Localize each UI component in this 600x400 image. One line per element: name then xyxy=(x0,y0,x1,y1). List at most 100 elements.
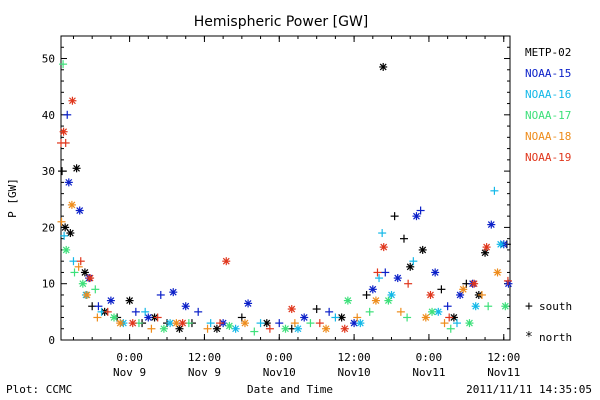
data-point-noaa-17 xyxy=(250,327,259,336)
marker-legend-label: south xyxy=(539,300,572,313)
data-point-noaa-15 xyxy=(75,206,84,215)
data-point-noaa-15 xyxy=(156,290,165,299)
data-point-noaa-17 xyxy=(70,268,79,277)
data-point-noaa-16 xyxy=(378,229,387,238)
data-point-noaa-17 xyxy=(428,307,437,316)
data-point-noaa-19 xyxy=(340,324,349,333)
data-point-noaa-18 xyxy=(371,296,380,305)
data-point-metp-02 xyxy=(125,296,134,305)
data-point-noaa-19 xyxy=(404,279,413,288)
data-point-noaa-16 xyxy=(471,302,480,311)
data-point-metp-02 xyxy=(80,268,89,277)
data-point-noaa-19 xyxy=(503,276,512,285)
data-point-noaa-15 xyxy=(181,302,190,311)
data-point-noaa-17 xyxy=(78,279,87,288)
legend-entry-noaa-18: NOAA-18 xyxy=(525,130,571,143)
data-point-noaa-19 xyxy=(482,243,491,252)
data-point-noaa-16 xyxy=(331,313,340,322)
data-point-noaa-18 xyxy=(322,324,331,333)
data-point-noaa-17 xyxy=(384,296,393,305)
data-point-noaa-19 xyxy=(216,319,225,328)
marker-legend-label: north xyxy=(539,331,572,344)
data-point-noaa-17 xyxy=(281,324,290,333)
data-point-noaa-17 xyxy=(343,296,352,305)
data-point-metp-02 xyxy=(406,262,415,271)
data-point-metp-02 xyxy=(262,319,271,328)
data-point-noaa-18 xyxy=(290,319,299,328)
data-point-metp-02 xyxy=(212,324,221,333)
data-point-noaa-17 xyxy=(484,302,493,311)
data-point-noaa-15 xyxy=(244,299,253,308)
data-point-noaa-18 xyxy=(147,324,156,333)
x-tick-date-label: Nov11 xyxy=(412,366,445,379)
data-point-noaa-16 xyxy=(141,307,150,316)
data-point-noaa-15 xyxy=(456,290,465,299)
data-point-noaa-16 xyxy=(356,319,365,328)
data-point-noaa-16 xyxy=(452,319,461,328)
data-point-noaa-17 xyxy=(91,285,100,294)
x-tick-label: 0:00 xyxy=(416,351,443,364)
x-tick-date-label: Nov10 xyxy=(338,366,371,379)
data-point-noaa-19 xyxy=(61,138,70,147)
data-point-noaa-17 xyxy=(62,245,71,254)
data-point-metp-02 xyxy=(481,248,490,257)
data-point-metp-02 xyxy=(437,285,446,294)
data-point-noaa-15 xyxy=(416,206,425,215)
data-point-noaa-16 xyxy=(256,319,265,328)
data-point-noaa-18 xyxy=(240,319,249,328)
data-point-noaa-16 xyxy=(409,257,418,266)
data-point-noaa-19 xyxy=(59,127,68,136)
data-point-noaa-18 xyxy=(396,307,405,316)
marker-legend: + south * north xyxy=(525,299,572,345)
data-point-noaa-18 xyxy=(203,324,212,333)
data-point-noaa-16 xyxy=(69,257,78,266)
data-point-noaa-15 xyxy=(131,307,140,316)
data-point-noaa-17 xyxy=(403,313,412,322)
data-point-noaa-15 xyxy=(144,313,153,322)
data-point-noaa-15 xyxy=(275,319,284,328)
data-point-noaa-16 xyxy=(206,319,215,328)
legend-entry-noaa-19: NOAA-19 xyxy=(525,151,571,164)
data-point-noaa-16 xyxy=(490,186,499,195)
marker-legend-symbol: * xyxy=(525,330,533,345)
y-tick-label: 0 xyxy=(48,334,55,347)
chart-title: Hemispheric Power [GW] xyxy=(194,14,369,30)
y-axis-label: P [GW] xyxy=(6,178,19,218)
data-point-noaa-15 xyxy=(368,285,377,294)
data-point-metp-02 xyxy=(449,313,458,322)
data-point-noaa-19 xyxy=(128,319,137,328)
data-point-noaa-19 xyxy=(445,313,454,322)
series-legend: METP-02 NOAA-15 NOAA-16 NOAA-17 NOAA-18 NOAA-… xyxy=(525,46,571,164)
data-point-metp-02 xyxy=(418,245,427,254)
data-point-noaa-15 xyxy=(381,268,390,277)
data-point-noaa-17 xyxy=(59,60,68,69)
x-tick-label: 0:00 xyxy=(116,351,143,364)
plot-credit: Plot: CCMC xyxy=(6,383,72,396)
data-point-metp-02 xyxy=(379,62,388,71)
data-point-metp-02 xyxy=(362,290,371,299)
data-point-noaa-16 xyxy=(231,324,240,333)
data-point-noaa-18 xyxy=(67,200,76,209)
data-point-noaa-19 xyxy=(315,319,324,328)
legend-entry-noaa-16: NOAA-16 xyxy=(525,88,571,101)
data-point-noaa-15 xyxy=(393,274,402,283)
data-point-noaa-15 xyxy=(94,302,103,311)
data-point-noaa-18 xyxy=(353,313,362,322)
data-point-noaa-18 xyxy=(459,285,468,294)
data-point-noaa-16 xyxy=(496,240,505,249)
data-point-noaa-15 xyxy=(194,307,203,316)
data-point-noaa-19 xyxy=(178,319,187,328)
data-point-metp-02 xyxy=(66,229,75,238)
y-tick-label: 30 xyxy=(42,165,55,178)
x-axis-label: Date and Time xyxy=(247,383,333,396)
data-point-noaa-19 xyxy=(68,96,77,105)
data-point-noaa-18 xyxy=(57,217,66,226)
legend-entry-noaa-15: NOAA-15 xyxy=(525,67,571,80)
data-point-noaa-19 xyxy=(76,257,85,266)
x-tick-label: 12:00 xyxy=(188,351,221,364)
data-point-noaa-19 xyxy=(103,307,112,316)
data-point-noaa-18 xyxy=(421,313,430,322)
data-point-noaa-19 xyxy=(86,274,95,283)
data-point-noaa-19 xyxy=(265,324,274,333)
